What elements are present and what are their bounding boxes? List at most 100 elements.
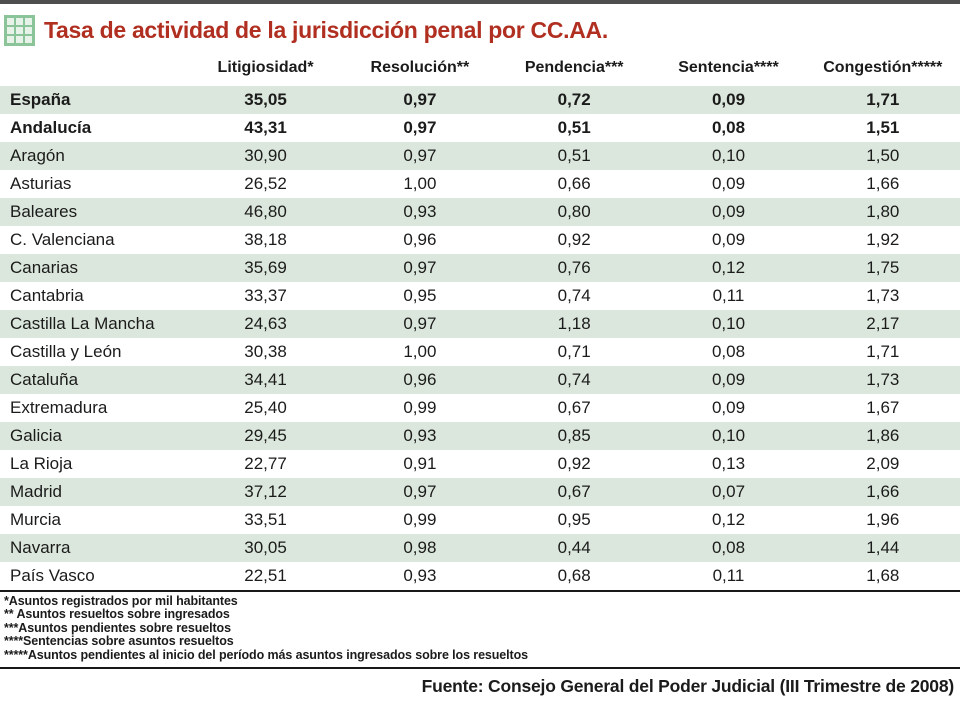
cell-value: 22,77 <box>244 454 287 473</box>
table-row: Baleares 46,80 0,93 0,80 0,09 1,80 <box>0 198 960 226</box>
cell-value: 1,96 <box>866 510 900 529</box>
cell-value: 1,51 <box>866 118 900 137</box>
footnote: ** Asuntos resueltos sobre ingresados <box>4 607 230 622</box>
row-label: Cataluña <box>10 370 79 389</box>
cell-value: 2,09 <box>866 454 900 473</box>
row-label: Andalucía <box>10 118 92 137</box>
cell-value: 1,92 <box>866 230 900 249</box>
cell-value: 0,97 <box>403 258 437 277</box>
cell-value: 35,69 <box>244 258 287 277</box>
column-header: Resolución** <box>342 52 498 86</box>
column-header: Pendencia*** <box>497 52 652 86</box>
row-label: España <box>10 90 71 109</box>
cell-value: 33,51 <box>244 510 287 529</box>
cell-value: 1,00 <box>403 342 437 361</box>
column-header: Litigiosidad* <box>188 52 343 86</box>
cell-value: 1,18 <box>557 314 591 333</box>
row-label: Galicia <box>10 426 62 445</box>
cell-value: 1,00 <box>403 174 437 193</box>
cell-value: 1,44 <box>866 538 900 557</box>
row-label: Canarias <box>10 258 79 277</box>
cell-value: 1,66 <box>866 482 900 501</box>
table-row: Aragón 30,90 0,97 0,51 0,10 1,50 <box>0 142 960 170</box>
row-label: Castilla La Mancha <box>10 314 155 333</box>
column-header: Sentencia**** <box>651 52 806 86</box>
cell-value: 0,74 <box>557 286 591 305</box>
cell-value: 2,17 <box>866 314 900 333</box>
cell-value: 0,76 <box>557 258 591 277</box>
corner-cell <box>0 52 189 86</box>
cell-value: 30,05 <box>244 538 287 557</box>
row-label: Madrid <box>10 482 62 501</box>
cell-value: 0,95 <box>557 510 591 529</box>
cell-value: 0,68 <box>557 566 591 585</box>
table-row: Galicia 29,45 0,93 0,85 0,10 1,86 <box>0 422 960 450</box>
cell-value: 29,45 <box>244 426 287 445</box>
cell-value: 0,66 <box>557 174 591 193</box>
cell-value: 0,99 <box>403 398 437 417</box>
cell-value: 1,73 <box>866 286 900 305</box>
cell-value: 0,08 <box>711 342 746 361</box>
row-label: Navarra <box>10 538 71 557</box>
cell-value: 0,51 <box>557 146 591 165</box>
table-row: La Rioja 22,77 0,91 0,92 0,13 2,09 <box>0 450 960 478</box>
table-row: Cantabria 33,37 0,95 0,74 0,11 1,73 <box>0 282 960 310</box>
table-row: País Vasco 22,51 0,93 0,68 0,11 1,68 <box>0 562 960 591</box>
source-text: Fuente: Consejo General del Poder Judici… <box>421 676 955 697</box>
row-label: Asturias <box>10 174 72 193</box>
footnote: *Asuntos registrados por mil habitantes <box>4 594 238 608</box>
cell-value: 0,95 <box>403 286 437 305</box>
row-label: Baleares <box>10 202 78 221</box>
footnote: ****Sentencias sobre asuntos resueltos <box>4 634 234 649</box>
source-row: Fuente: Consejo General del Poder Judici… <box>0 667 960 697</box>
cell-value: 0,09 <box>711 398 746 417</box>
cell-value: 34,41 <box>244 370 287 389</box>
cell-value: 0,12 <box>711 258 746 277</box>
cell-value: 0,51 <box>557 118 591 137</box>
cell-value: 0,10 <box>711 314 746 333</box>
footnote: *****Asuntos pendientes al inicio del pe… <box>4 647 528 662</box>
cell-value: 0,92 <box>557 230 591 249</box>
cell-value: 26,52 <box>244 174 287 193</box>
cell-value: 1,86 <box>866 426 900 445</box>
page-title: Tasa de actividad de la jurisdicción pen… <box>44 17 608 43</box>
cell-value: 0,10 <box>711 146 746 165</box>
table-row: España 35,05 0,97 0,72 0,09 1,71 <box>0 86 960 114</box>
cell-value: 43,31 <box>244 118 287 137</box>
cell-value: 0,97 <box>403 314 437 333</box>
cell-value: 0,92 <box>557 454 591 473</box>
cell-value: 0,96 <box>403 230 437 249</box>
cell-value: 0,11 <box>712 286 745 305</box>
cell-value: 0,80 <box>557 202 591 221</box>
cell-value: 1,73 <box>866 370 900 389</box>
cell-value: 1,75 <box>866 258 900 277</box>
cell-value: 22,51 <box>244 566 287 585</box>
cell-value: 1,71 <box>866 90 900 109</box>
cell-value: 0,08 <box>711 118 746 137</box>
row-label: Castilla y León <box>10 342 122 361</box>
table-grid-icon <box>4 14 35 46</box>
cell-value: 38,18 <box>244 230 287 249</box>
table-row: Extremadura 25,40 0,99 0,67 0,09 1,67 <box>0 394 960 422</box>
column-header-row: Litigiosidad* Resolución** Pendencia*** Sen… <box>0 52 960 86</box>
cell-value: 46,80 <box>244 202 287 221</box>
cell-value: 0,12 <box>711 510 746 529</box>
cell-value: 0,09 <box>711 174 746 193</box>
cell-value: 0,08 <box>711 538 746 557</box>
row-label: C. Valenciana <box>10 230 115 249</box>
header: Tasa de actividad de la jurisdicción pen… <box>0 4 960 52</box>
cell-value: 0,99 <box>403 510 437 529</box>
cell-value: 0,72 <box>557 90 591 109</box>
cell-value: 0,67 <box>557 398 591 417</box>
table-row: Castilla y León 30,38 1,00 0,71 0,08 1,71 <box>0 338 960 366</box>
cell-value: 1,68 <box>866 566 900 585</box>
cell-value: 0,09 <box>711 202 746 221</box>
cell-value: 35,05 <box>244 90 287 109</box>
table-row: Murcia 33,51 0,99 0,95 0,12 1,96 <box>0 506 960 534</box>
row-label: La Rioja <box>10 454 73 473</box>
row-label: Murcia <box>10 510 62 529</box>
cell-value: 0,93 <box>403 426 437 445</box>
top-rule <box>0 0 960 4</box>
table-row: Asturias 26,52 1,00 0,66 0,09 1,66 <box>0 170 960 198</box>
table-row: Canarias 35,69 0,97 0,76 0,12 1,75 <box>0 254 960 282</box>
